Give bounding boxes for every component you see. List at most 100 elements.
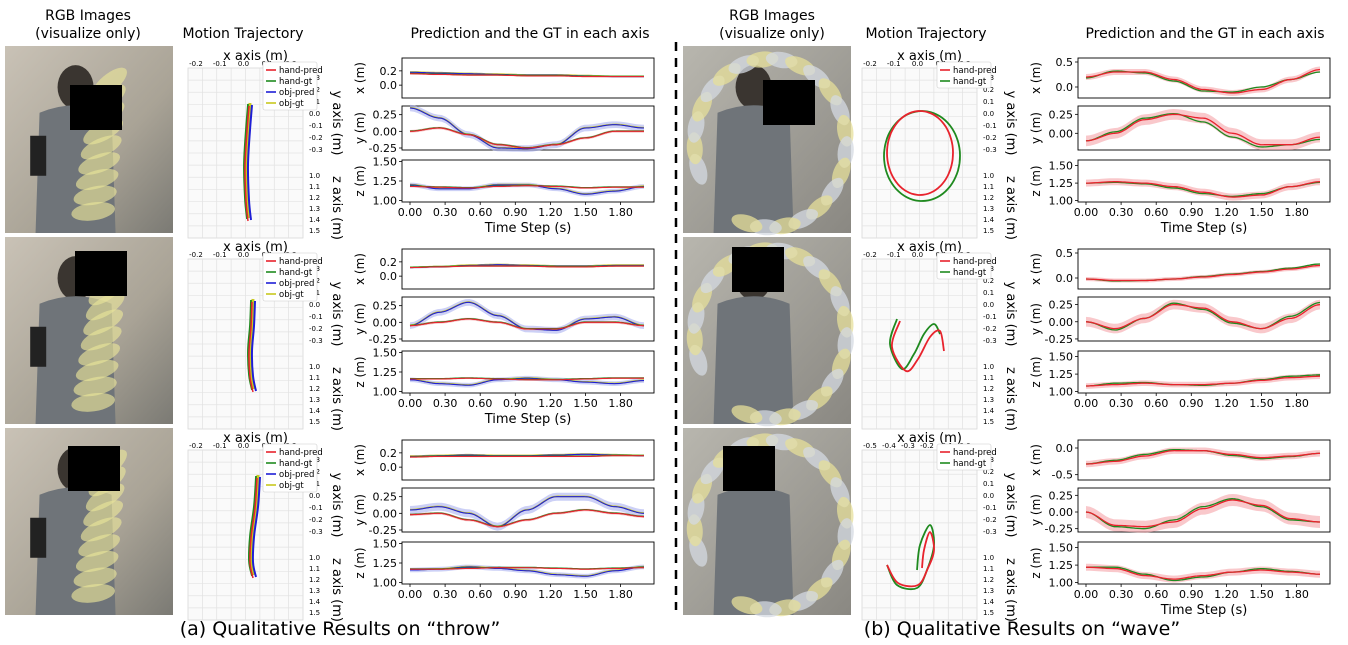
x-tick-label: 0.00 [1074, 588, 1099, 601]
y-tick-label: -0.25 [1045, 333, 1073, 346]
traj-y-tick: -0.2 [983, 325, 997, 333]
x-tick-label: 1.50 [1249, 588, 1274, 601]
subplot: 0.5 0.0 x (m) [1029, 56, 1331, 99]
x-tick-label: 1.80 [1284, 206, 1309, 219]
traj-y-tick: -0.1 [983, 313, 997, 321]
y-tick-label: 0.2 [380, 65, 398, 78]
trajectory-panel: x axis (m)-0.2-0.10.00.10.20.30.20.10.0-… [861, 240, 1018, 431]
traj-x-tick: -0.2 [189, 442, 203, 450]
x-tick-label: 1.80 [1284, 397, 1309, 410]
traj-x-tick: -0.2 [189, 60, 203, 68]
y-tick-label: 1.25 [1049, 368, 1074, 381]
subplot: 0.00.2 x (m) [353, 248, 655, 290]
series-line [409, 107, 645, 150]
subplot-frame [401, 57, 655, 99]
trajectory-curve [251, 476, 261, 578]
traj-x-tick: -0.4 [882, 442, 896, 450]
motion-ghost [71, 583, 115, 603]
y-axis-label: y (m) [1029, 494, 1043, 526]
legend-label: obj-pred [279, 470, 314, 480]
uncertainty-band [1086, 373, 1320, 389]
legend-label: hand-gt [279, 268, 313, 278]
person-body [713, 296, 794, 424]
y-tick-label: 1.25 [1049, 177, 1074, 190]
trajectory-curve [244, 105, 250, 222]
traj-y-tick: -0.3 [309, 337, 323, 345]
x-tick-label: 0.90 [1179, 588, 1204, 601]
legend-label: hand-pred [279, 66, 323, 76]
traj-z-tick: 1.1 [983, 374, 994, 382]
x-tick-label: 0.00 [1074, 206, 1099, 219]
x-tick-label: 0.90 [503, 206, 528, 219]
traj-z-title: z axis (m) [329, 367, 344, 431]
traj-x-tick: 0.0 [238, 60, 249, 68]
series-line [1085, 566, 1321, 580]
x-tick-label: 0.30 [433, 206, 458, 219]
x-tick-label: 0.00 [1074, 397, 1099, 410]
traj-x-title: x axis (m) [897, 240, 962, 255]
series-line [1085, 375, 1321, 387]
subplot-frame [401, 439, 655, 481]
traj-x-tick: 0.0 [912, 60, 923, 68]
header-prediction-b: Prediction and the GT in each axis [1085, 26, 1324, 42]
traj-x-title: x axis (m) [223, 49, 288, 64]
motion-ghost [78, 152, 121, 175]
y-tick-label: 1.00 [1049, 386, 1074, 399]
sleeve [30, 517, 47, 558]
traj-y-tick: 0.1 [983, 480, 994, 488]
x-tick-label: 0.00 [398, 206, 423, 219]
x-tick-label: 0.90 [1179, 206, 1204, 219]
x-tick-label: 0.90 [503, 588, 528, 601]
y-tick-label: 1.25 [373, 366, 398, 379]
traj-x-tick: 0.0 [912, 251, 923, 259]
x-tick-label: 0.00 [398, 397, 423, 410]
traj-z-tick: 1.3 [309, 205, 320, 213]
trajectory-curve [244, 102, 252, 219]
y-tick-label: 1.50 [1049, 542, 1074, 555]
legend-label: obj-gt [279, 99, 304, 109]
uncertainty-band [410, 317, 644, 331]
motion-ghost [731, 596, 763, 615]
series-line [1085, 499, 1321, 528]
series-line [1085, 264, 1321, 282]
rgb-photo [683, 46, 854, 236]
y-axis-label: y (m) [1029, 112, 1043, 144]
traj-z-title: z axis (m) [1003, 367, 1018, 431]
x-tick-label: 1.50 [1249, 397, 1274, 410]
motion-ghost [80, 517, 122, 542]
traj-z-tick: 1.4 [983, 598, 995, 606]
traj-z-tick: 1.3 [983, 396, 994, 404]
trajectory-curve [248, 301, 254, 393]
subplot-frame [401, 248, 655, 290]
caption-throw: (a) Qualitative Results on “throw” [180, 618, 501, 640]
y-tick-label: 1.25 [1049, 559, 1074, 572]
header-rgb-line1-b: RGB Images [729, 8, 815, 24]
traj-z-tick: 1.1 [983, 565, 994, 573]
subplot-frame [401, 350, 655, 394]
x-axis-label: Time Step (s) [484, 221, 572, 236]
x-tick-label: 0.00 [398, 588, 423, 601]
y-tick-label: 0.25 [1049, 489, 1074, 502]
traj-y-tick: -0.3 [309, 528, 323, 536]
subplot: 0.25 0.00 -0.25y (m) [353, 296, 655, 346]
y-tick-label: 0.00 [373, 507, 398, 520]
face-mask [75, 251, 127, 296]
motion-ghost [85, 292, 125, 321]
subplot: 0.25 0.00 y (m) [1029, 105, 1331, 151]
traj-x-tick: -0.1 [213, 251, 227, 259]
x-tick-label: 0.60 [1144, 588, 1169, 601]
series-line [409, 318, 645, 330]
subplot-frame [401, 159, 655, 203]
series-line [1085, 113, 1321, 146]
traj-x-title: x axis (m) [223, 431, 288, 446]
y-tick-label: 0.2 [380, 447, 398, 460]
legend-label: hand-pred [279, 257, 323, 267]
y-tick-label: 0.00 [1049, 316, 1074, 329]
series-line [409, 509, 645, 528]
header-rgb-line2: (visualize only) [35, 26, 141, 42]
x-tick-label: 1.80 [608, 206, 633, 219]
